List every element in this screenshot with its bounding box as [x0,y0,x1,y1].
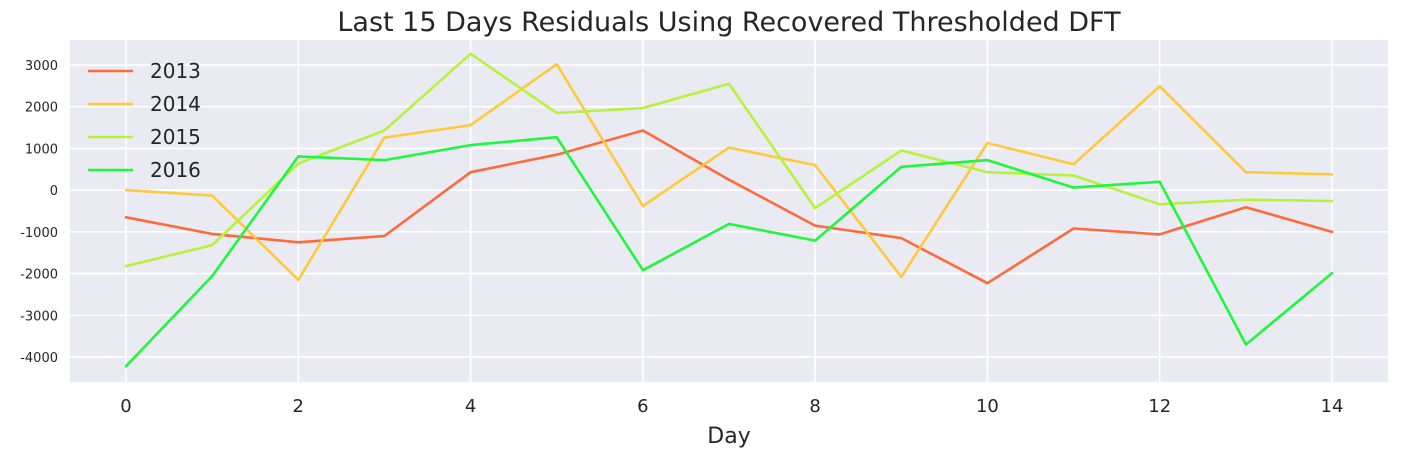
y-tick-label: 2000 [25,101,58,116]
legend-label-2014: 2014 [150,92,201,116]
x-tick-label: 10 [976,396,999,417]
y-tick-label: 0 [50,184,58,199]
series-lines [124,52,1334,368]
x-tick-label: 2 [293,396,304,417]
series-line-2014 [124,62,1334,282]
legend: 2013 2014 2015 2016 [88,59,201,182]
x-tick-label: 4 [465,396,476,417]
chart-title: Last 15 Days Residuals Using Recovered T… [337,7,1121,38]
x-tick-label: 8 [809,396,820,417]
y-tick-label: -2000 [20,268,58,283]
legend-label-2016: 2016 [150,158,201,182]
legend-label-2015: 2015 [150,125,201,149]
y-axis-ticks: -4000 -3000 -2000 -1000 0 1000 2000 3000 [20,59,58,366]
legend-label-2013: 2013 [150,59,201,83]
x-axis-label: Day [707,424,750,449]
plot-area [70,40,1388,382]
x-axis-ticks: 0 2 4 6 8 10 12 14 [120,396,1343,417]
x-tick-label: 14 [1321,396,1344,417]
x-tick-label: 6 [637,396,648,417]
y-tick-label: -1000 [20,226,58,241]
y-tick-label: 1000 [25,142,58,157]
y-tick-label: 3000 [25,59,58,74]
y-tick-label: -3000 [20,309,58,324]
x-tick-label: 12 [1148,396,1171,417]
series-line-2016 [124,135,1334,368]
y-tick-label: -4000 [20,351,58,366]
series-line-2013 [124,129,1334,285]
x-tick-label: 0 [120,396,131,417]
series-line-2015 [124,52,1334,268]
